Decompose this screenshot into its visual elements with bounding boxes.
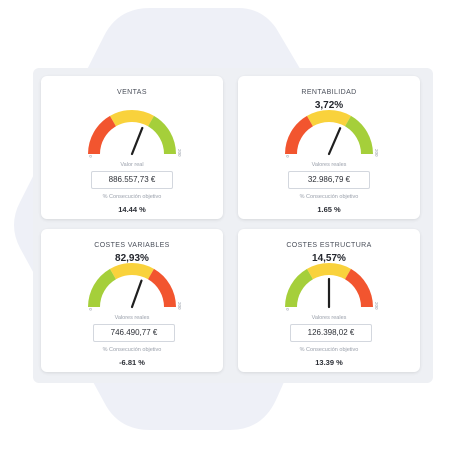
value-field: 746.490,77 € (93, 324, 175, 342)
value-label: Valores reales (311, 162, 347, 168)
value-field: 886.557,73 € (91, 171, 173, 189)
card-costes-estructura: COSTES ESTRUCTURA 14,57% 0 200 Valores re… (238, 229, 420, 372)
gauge-needle (130, 279, 143, 309)
gauge-needle (327, 127, 342, 156)
card-ventas: VENTAS 0 200 Valor real 886.557,73 € % Co… (41, 76, 223, 219)
gauge-max-label: 200 (177, 302, 182, 310)
value-label: Valor real (120, 162, 144, 168)
gauge-min-label: 0 (88, 155, 93, 158)
objective-value: 13.39 % (315, 358, 343, 367)
gauge-min-label: 0 (88, 308, 93, 311)
card-percent: 3,72% (314, 100, 344, 111)
gauge-needle (130, 126, 144, 156)
gauge-segment-green (345, 115, 373, 154)
card-title: RENTABILIDAD (301, 89, 357, 96)
card-percent: 14,57% (312, 253, 346, 264)
gauge-segment-yellow (307, 110, 351, 127)
gauge-segment-green (285, 268, 313, 307)
gauge-segment-green (148, 115, 176, 154)
objective-label: % Consecución objetivo (102, 194, 162, 200)
objective-value: 14.44 % (118, 205, 146, 214)
gauge: 0 200 (285, 263, 379, 311)
card-costes-variables: COSTES VARIABLES 82,93% 0 200 Valores rea… (41, 229, 223, 372)
card-percent: 82,93% (115, 253, 149, 264)
gauge-max-label: 200 (374, 302, 379, 310)
gauge-segment-yellow (110, 110, 154, 127)
gauge-segment-red (285, 115, 313, 154)
objective-value: -6.81 % (119, 358, 145, 367)
dashboard-panel: VENTAS 0 200 Valor real 886.557,73 € % Co… (33, 68, 433, 383)
gauge-segment-yellow (307, 263, 351, 280)
gauge: 0 200 (88, 263, 182, 311)
gauge-segment-red (88, 115, 116, 154)
gauge: 0 200 (285, 110, 379, 158)
gauge-segment-green (88, 268, 116, 307)
gauge-min-label: 0 (285, 155, 290, 158)
value-label: Valores reales (311, 315, 347, 321)
objective-label: % Consecución objetivo (102, 347, 162, 353)
value-field: 32.986,79 € (288, 171, 370, 189)
gauge-max-label: 200 (374, 149, 379, 157)
card-title: COSTES ESTRUCTURA (286, 242, 372, 249)
card-title: COSTES VARIABLES (94, 242, 170, 249)
card-title: VENTAS (117, 89, 147, 96)
card-rentabilidad: RENTABILIDAD 3,72% 0 200 Valores reales 3… (238, 76, 420, 219)
objective-label: % Consecución objetivo (299, 194, 359, 200)
objective-label: % Consecución objetivo (299, 347, 359, 353)
gauge-min-label: 0 (285, 308, 290, 311)
value-label: Valores reales (114, 315, 150, 321)
value-field: 126.398,02 € (290, 324, 372, 342)
gauge-segment-yellow (110, 263, 154, 280)
gauge: 0 200 (88, 110, 182, 158)
objective-value: 1.65 % (317, 205, 341, 214)
gauge-max-label: 200 (177, 149, 182, 157)
gauge-segment-red (148, 268, 176, 307)
gauge-segment-red (345, 268, 373, 307)
